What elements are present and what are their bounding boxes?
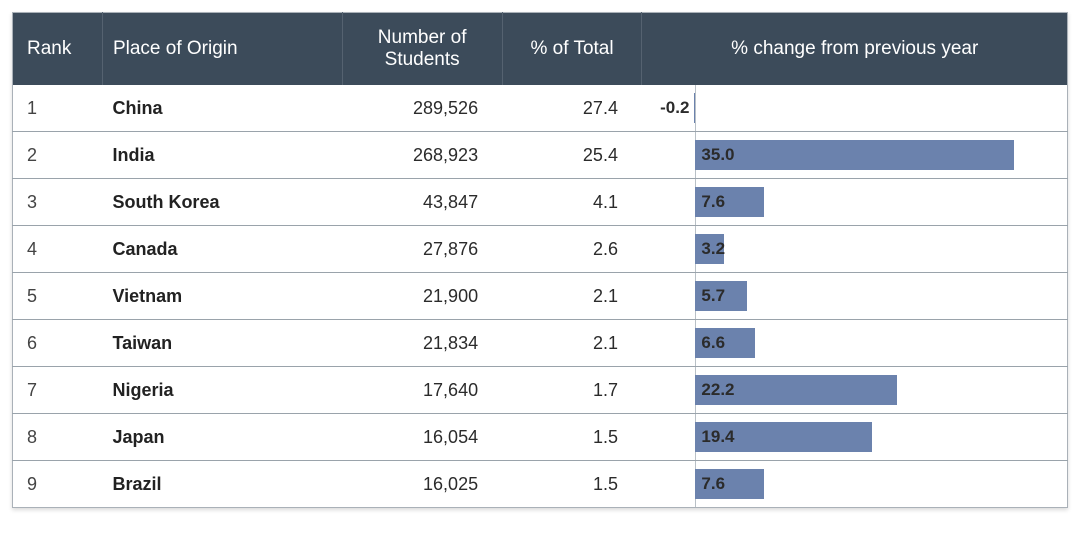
table-body: 1China289,52627.4-0.22India268,92325.435…	[13, 85, 1068, 508]
table-row: 9Brazil16,0251.5 7.6	[13, 461, 1068, 508]
cell-num: 21,834	[342, 320, 502, 367]
origin-table: Rank Place of Origin Number of Students …	[12, 12, 1068, 508]
table-row: 5Vietnam21,9002.1 5.7	[13, 273, 1068, 320]
cell-place: Japan	[102, 414, 342, 461]
cell-pct: 2.6	[502, 226, 642, 273]
cell-place: Vietnam	[102, 273, 342, 320]
cell-pct: 2.1	[502, 320, 642, 367]
cell-rank: 6	[13, 320, 103, 367]
change-bar-label: -0.2	[660, 98, 689, 118]
zero-axis-line	[695, 85, 696, 131]
change-bar-cell: 6.6	[650, 326, 1059, 360]
change-bar-label: 22.2	[701, 380, 734, 400]
cell-rank: 1	[13, 85, 103, 132]
table-row: 7Nigeria17,6401.7 22.2	[13, 367, 1068, 414]
change-bar-label: 35.0	[701, 145, 734, 165]
table-row: 6Taiwan21,8342.1 6.6	[13, 320, 1068, 367]
cell-change: 3.2	[642, 226, 1068, 273]
col-header-num: Number of Students	[342, 13, 502, 86]
cell-num: 16,025	[342, 461, 502, 508]
cell-pct: 1.5	[502, 414, 642, 461]
change-bar-cell: 22.2	[650, 373, 1059, 407]
change-bar-label: 5.7	[701, 286, 725, 306]
change-bar-label: 3.2	[701, 239, 725, 259]
change-bar	[695, 140, 1013, 170]
cell-pct: 25.4	[502, 132, 642, 179]
change-bar-cell: 7.6	[650, 467, 1059, 501]
cell-change: 5.7	[642, 273, 1068, 320]
cell-change: 35.0	[642, 132, 1068, 179]
cell-place: China	[102, 85, 342, 132]
table-row: 1China289,52627.4 -0.2	[13, 85, 1068, 132]
col-header-pct: % of Total	[502, 13, 642, 86]
cell-change: 7.6	[642, 461, 1068, 508]
cell-rank: 4	[13, 226, 103, 273]
cell-place: Nigeria	[102, 367, 342, 414]
cell-change: 7.6	[642, 179, 1068, 226]
cell-place: Taiwan	[102, 320, 342, 367]
col-header-place: Place of Origin	[102, 13, 342, 86]
col-header-rank: Rank	[13, 13, 103, 86]
cell-place: Canada	[102, 226, 342, 273]
table-row: 8Japan16,0541.5 19.4	[13, 414, 1068, 461]
cell-num: 268,923	[342, 132, 502, 179]
cell-pct: 27.4	[502, 85, 642, 132]
change-bar-cell: -0.2	[650, 91, 1059, 125]
cell-place: Brazil	[102, 461, 342, 508]
change-bar-label: 19.4	[701, 427, 734, 447]
table-row: 2India268,92325.4 35.0	[13, 132, 1068, 179]
cell-num: 17,640	[342, 367, 502, 414]
change-bar-label: 7.6	[701, 192, 725, 212]
table-header: Rank Place of Origin Number of Students …	[13, 13, 1068, 86]
cell-place: South Korea	[102, 179, 342, 226]
change-bar-cell: 19.4	[650, 420, 1059, 454]
change-bar-label: 7.6	[701, 474, 725, 494]
col-header-change: % change from previous year	[642, 13, 1068, 86]
cell-num: 21,900	[342, 273, 502, 320]
cell-num: 43,847	[342, 179, 502, 226]
cell-rank: 2	[13, 132, 103, 179]
cell-rank: 8	[13, 414, 103, 461]
cell-pct: 1.5	[502, 461, 642, 508]
table-row: 4Canada27,8762.6 3.2	[13, 226, 1068, 273]
cell-num: 16,054	[342, 414, 502, 461]
cell-num: 27,876	[342, 226, 502, 273]
change-bar-cell: 7.6	[650, 185, 1059, 219]
cell-place: India	[102, 132, 342, 179]
cell-pct: 2.1	[502, 273, 642, 320]
change-bar-cell: 5.7	[650, 279, 1059, 313]
cell-rank: 7	[13, 367, 103, 414]
change-bar	[694, 93, 696, 123]
change-bar-label: 6.6	[701, 333, 725, 353]
cell-change: 22.2	[642, 367, 1068, 414]
cell-change: 6.6	[642, 320, 1068, 367]
table-row: 3South Korea43,8474.1 7.6	[13, 179, 1068, 226]
cell-rank: 9	[13, 461, 103, 508]
cell-pct: 4.1	[502, 179, 642, 226]
cell-rank: 5	[13, 273, 103, 320]
change-bar-cell: 35.0	[650, 138, 1059, 172]
change-bar-cell: 3.2	[650, 232, 1059, 266]
cell-rank: 3	[13, 179, 103, 226]
cell-change: 19.4	[642, 414, 1068, 461]
cell-change: -0.2	[642, 85, 1068, 132]
cell-num: 289,526	[342, 85, 502, 132]
cell-pct: 1.7	[502, 367, 642, 414]
